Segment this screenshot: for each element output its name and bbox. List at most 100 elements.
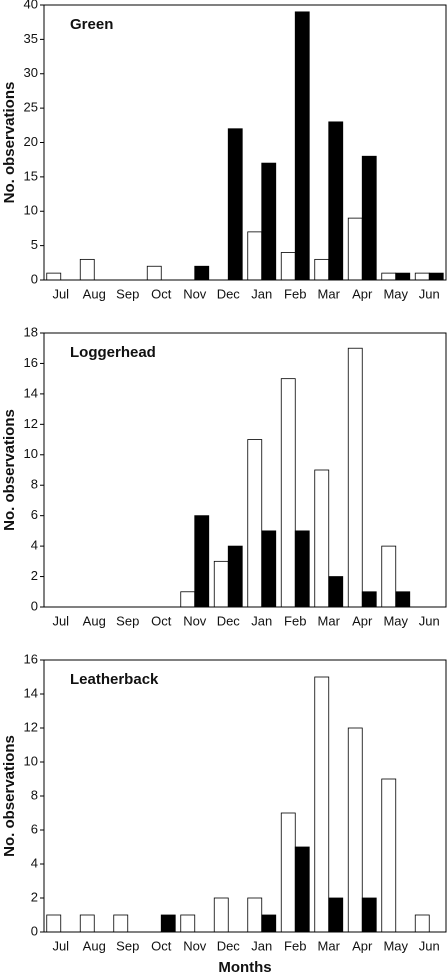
bar xyxy=(347,217,363,281)
x-tick-label: Jul xyxy=(52,286,69,301)
bar xyxy=(227,545,243,608)
bar xyxy=(381,778,397,933)
y-tick-label: 10 xyxy=(24,203,38,218)
y-tick-label: 10 xyxy=(24,446,38,461)
bar xyxy=(314,258,330,281)
y-tick-label: 2 xyxy=(31,889,38,904)
bar xyxy=(328,121,344,281)
y-tick-label: 0 xyxy=(31,271,38,286)
plot-frame xyxy=(43,332,447,608)
bar xyxy=(79,258,95,281)
bar xyxy=(314,676,330,933)
y-axis-label: No. observations xyxy=(1,82,18,204)
bar xyxy=(79,914,95,933)
x-tick-label: Nov xyxy=(183,286,207,301)
y-tick-label: 16 xyxy=(24,355,38,370)
x-tick-label: Dec xyxy=(217,938,241,953)
x-tick-label: Apr xyxy=(352,613,373,628)
y-tick-label: 2 xyxy=(31,568,38,583)
x-tick-label: Aug xyxy=(83,613,106,628)
x-tick-label: Jan xyxy=(251,938,272,953)
x-tick-label: Feb xyxy=(284,938,306,953)
bar xyxy=(46,914,62,933)
bar xyxy=(146,265,162,281)
bar xyxy=(294,11,310,281)
x-tick-label: Mar xyxy=(318,286,341,301)
y-tick-label: 0 xyxy=(31,923,38,938)
bar xyxy=(180,591,196,608)
bar xyxy=(227,128,243,281)
bar xyxy=(280,252,296,281)
bar xyxy=(194,265,210,281)
y-axis-label: No. observations xyxy=(1,735,18,857)
x-tick-label: Oct xyxy=(151,286,172,301)
y-tick-label: 6 xyxy=(31,821,38,836)
bar xyxy=(113,914,129,933)
plot-frame xyxy=(43,659,447,933)
x-tick-label: Sep xyxy=(116,286,139,301)
y-tick-label: 10 xyxy=(24,753,38,768)
x-tick-label: Jan xyxy=(251,286,272,301)
x-tick-label: Jul xyxy=(52,613,69,628)
bar xyxy=(247,231,263,281)
bar xyxy=(414,272,430,281)
chart-title: Loggerhead xyxy=(70,344,156,361)
bar xyxy=(395,272,411,281)
x-tick-label: Oct xyxy=(151,938,172,953)
y-tick-label: 6 xyxy=(31,507,38,522)
x-axis-label: Months xyxy=(218,959,271,974)
bar xyxy=(395,591,411,608)
x-tick-label: Aug xyxy=(83,286,106,301)
x-tick-label: Sep xyxy=(116,938,139,953)
bar xyxy=(381,272,397,281)
bar xyxy=(280,812,296,933)
y-tick-label: 14 xyxy=(24,385,38,400)
x-tick-label: Dec xyxy=(217,613,241,628)
bar xyxy=(261,914,277,933)
bar xyxy=(361,897,377,933)
y-tick-label: 4 xyxy=(31,855,38,870)
x-tick-label: Nov xyxy=(183,613,207,628)
x-tick-label: Jul xyxy=(52,938,69,953)
bar xyxy=(347,727,363,933)
chart-title: Leatherback xyxy=(70,671,159,688)
bar xyxy=(294,530,310,608)
bar xyxy=(180,914,196,933)
bar xyxy=(294,846,310,933)
y-tick-label: 14 xyxy=(24,685,38,700)
bar xyxy=(361,155,377,281)
x-tick-label: May xyxy=(383,286,408,301)
bar xyxy=(328,897,344,933)
x-tick-label: Nov xyxy=(183,938,207,953)
bar xyxy=(361,591,377,608)
x-tick-label: Feb xyxy=(284,286,306,301)
x-tick-label: Apr xyxy=(352,938,373,953)
y-tick-label: 20 xyxy=(24,134,38,149)
x-tick-label: Jan xyxy=(251,613,272,628)
x-tick-label: Feb xyxy=(284,613,306,628)
bar xyxy=(381,545,397,608)
x-tick-label: Oct xyxy=(151,613,172,628)
x-tick-label: Dec xyxy=(217,286,241,301)
chart-title: Green xyxy=(70,16,113,33)
x-tick-label: Jun xyxy=(419,938,440,953)
y-tick-label: 35 xyxy=(24,31,38,46)
x-tick-label: May xyxy=(383,613,408,628)
bar xyxy=(213,560,229,608)
x-tick-label: Jun xyxy=(419,613,440,628)
plot-frame xyxy=(43,4,447,281)
x-tick-label: Jun xyxy=(419,286,440,301)
y-tick-label: 16 xyxy=(24,651,38,666)
y-tick-label: 12 xyxy=(24,416,38,431)
x-tick-label: Aug xyxy=(83,938,106,953)
bar xyxy=(414,914,430,933)
x-tick-label: Sep xyxy=(116,613,139,628)
x-tick-label: Mar xyxy=(318,938,341,953)
x-tick-label: Apr xyxy=(352,286,373,301)
bar xyxy=(194,515,210,608)
x-tick-label: Mar xyxy=(318,613,341,628)
y-tick-label: 8 xyxy=(31,477,38,492)
bar xyxy=(213,897,229,933)
